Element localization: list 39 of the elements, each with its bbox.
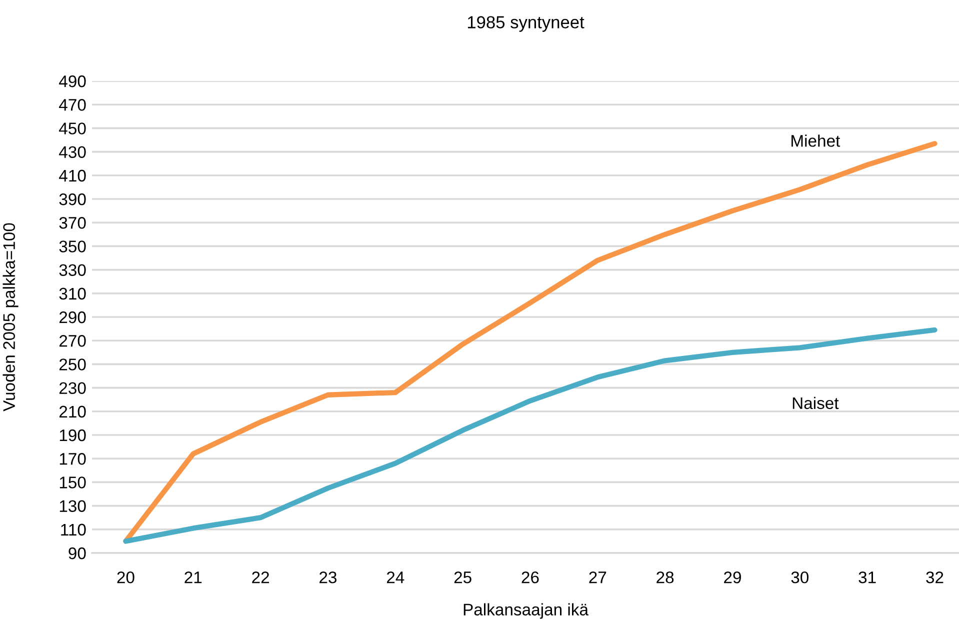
y-tick-label: 330 — [59, 264, 86, 276]
y-tick-label: 430 — [59, 146, 86, 158]
text: Naiset — [792, 396, 839, 410]
y-tick-label: 250 — [59, 358, 86, 370]
y-tick-label: 170 — [60, 453, 86, 465]
y-tick-label: 210 — [59, 406, 86, 418]
y-tick-label: 470 — [59, 99, 86, 111]
y-tick-label: 310 — [59, 288, 86, 300]
x-tick-label: 25 — [454, 571, 472, 584]
y-tick-label: 130 — [60, 500, 86, 512]
x-tick-label: 31 — [858, 571, 876, 584]
x-tick-label: 20 — [117, 571, 134, 584]
x-tick-label: 26 — [522, 571, 539, 584]
y-tick-label: 490 — [59, 75, 86, 88]
x-tick-label: 23 — [320, 571, 336, 584]
x-tick-label: 22 — [252, 571, 269, 584]
chart-title: 1985 syntyneet — [468, 16, 584, 32]
y-tick-label: 370 — [59, 217, 86, 229]
x-tick-label: 29 — [724, 571, 741, 584]
y-tick-label: 410 — [59, 170, 86, 182]
y-axis-title: Vuoden 2005 palkka=100 — [2, 223, 18, 412]
x-tick-label: 32 — [926, 571, 944, 584]
y-tick-label: 190 — [60, 429, 86, 442]
x-tick-label: 30 — [791, 571, 809, 584]
x-tick-label: 27 — [589, 571, 606, 584]
x-tick-label: 21 — [184, 571, 202, 584]
y-tick-label: 110 — [61, 524, 86, 536]
y-tick-label: 270 — [59, 335, 86, 347]
y-tick-label: 390 — [59, 193, 86, 206]
y-tick-label: 150 — [60, 476, 86, 488]
y-tick-label: 230 — [59, 382, 86, 394]
y-tick-label: 90 — [68, 547, 86, 560]
x-axis-title: Palkansaajan ikä — [464, 603, 589, 619]
y-tick-label: 450 — [59, 122, 86, 134]
y-tick-label: 350 — [59, 240, 86, 252]
x-tick-label: 28 — [656, 571, 674, 584]
x-tick-label: 24 — [386, 571, 404, 584]
y-tick-label: 290 — [59, 311, 86, 324]
series-label: Miehet — [792, 134, 840, 147]
